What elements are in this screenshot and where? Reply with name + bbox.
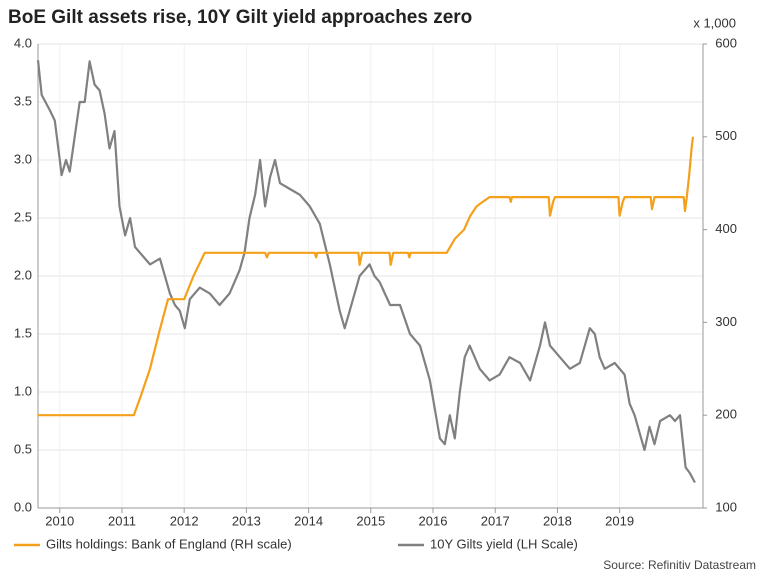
- x-tick-label: 2013: [232, 513, 261, 528]
- y2-tick-label: 600: [715, 35, 737, 50]
- y-tick-label: 1.0: [14, 383, 32, 398]
- y-tick-label: 0.5: [14, 441, 32, 456]
- y-tick-label: 0.0: [14, 499, 32, 514]
- y-tick-label: 4.0: [14, 35, 32, 50]
- x-tick-label: 2015: [356, 513, 385, 528]
- y2-tick-label: 300: [715, 314, 737, 329]
- x-tick-label: 2016: [419, 513, 448, 528]
- x-tick-label: 2019: [605, 513, 634, 528]
- series-line: [36, 60, 696, 484]
- y2-tick-label: 100: [715, 499, 737, 514]
- legend-label: 10Y Gilts yield (LH Scale): [430, 536, 578, 551]
- y2-axis-unit: x 1,000: [693, 15, 736, 30]
- y-tick-label: 1.5: [14, 325, 32, 340]
- y-tick-label: 3.5: [14, 93, 32, 108]
- x-tick-label: 2018: [543, 513, 572, 528]
- y2-tick-label: 400: [715, 221, 737, 236]
- x-tick-label: 2014: [294, 513, 323, 528]
- legend-label: Gilts holdings: Bank of England (RH scal…: [46, 536, 292, 551]
- chart-title: BoE Gilt assets rise, 10Y Gilt yield app…: [8, 7, 472, 28]
- source: Source: Refinitiv Datastream: [603, 558, 756, 572]
- x-tick-label: 2017: [481, 513, 510, 528]
- x-tick-label: 2012: [170, 513, 199, 528]
- y-tick-label: 2.0: [14, 267, 32, 282]
- y-tick-label: 3.0: [14, 151, 32, 166]
- y2-tick-label: 500: [715, 128, 737, 143]
- x-tick-label: 2010: [45, 513, 74, 528]
- x-tick-label: 2011: [108, 513, 136, 528]
- series-line: [38, 136, 695, 417]
- y-tick-label: 2.5: [14, 209, 32, 224]
- y2-tick-label: 200: [715, 407, 737, 422]
